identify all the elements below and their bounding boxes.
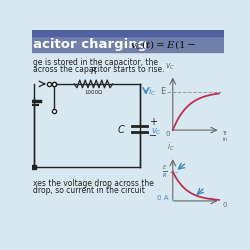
Text: $v_C$: $v_C$	[151, 126, 162, 137]
Text: E: E	[160, 87, 165, 96]
Text: Tr
in: Tr in	[222, 131, 227, 142]
Text: 0 A: 0 A	[157, 195, 168, 201]
Text: acitor charging: acitor charging	[34, 38, 148, 51]
Text: $i_C$: $i_C$	[148, 85, 156, 98]
Text: −: −	[149, 131, 157, 141]
Text: 0: 0	[165, 131, 170, 137]
Text: 0: 0	[222, 202, 226, 208]
Text: +: +	[149, 118, 157, 128]
Text: R: R	[90, 67, 96, 76]
Bar	[32, 30, 224, 36]
Text: xes the voltage drop across the: xes the voltage drop across the	[34, 178, 154, 188]
Text: across the capacitor starts to rise.: across the capacitor starts to rise.	[34, 66, 165, 74]
Text: $v_C$: $v_C$	[165, 61, 175, 72]
Text: 1000Ω: 1000Ω	[84, 90, 102, 95]
Bar	[32, 30, 224, 52]
Text: $v_C(t) = E(1-$: $v_C(t) = E(1-$	[130, 38, 197, 51]
Text: ge is stored in the capacitor, the: ge is stored in the capacitor, the	[34, 58, 158, 67]
Text: drop, so current in the circuit: drop, so current in the circuit	[34, 186, 145, 195]
Text: $i_C$: $i_C$	[166, 141, 174, 153]
Text: $\frac{E}{R}$: $\frac{E}{R}$	[162, 164, 168, 180]
Text: C: C	[118, 125, 124, 135]
